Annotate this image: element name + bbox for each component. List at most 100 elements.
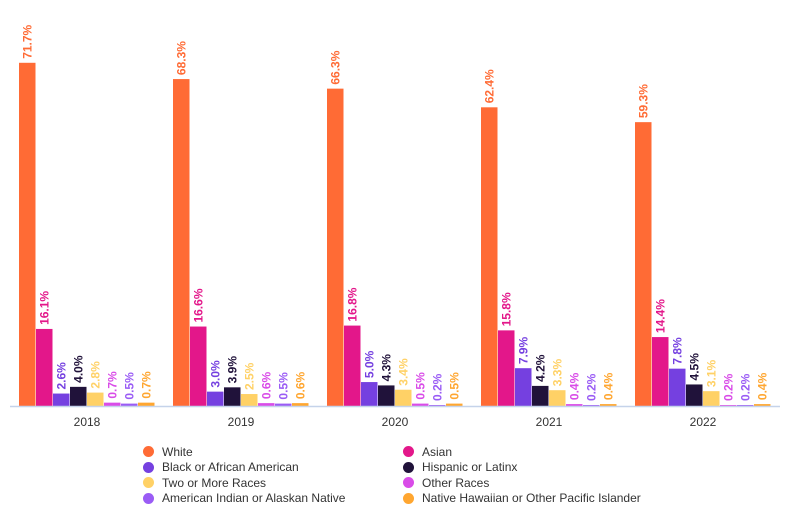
data-label: 2.5% — [243, 362, 257, 390]
bar — [190, 326, 207, 406]
data-label: 4.0% — [72, 355, 86, 383]
bar — [19, 62, 36, 407]
bar — [446, 403, 463, 406]
legend-label: Native Hawaiian or Other Pacific Islande… — [422, 491, 641, 506]
bar — [600, 404, 617, 406]
legend-dot-icon — [143, 477, 154, 489]
bar — [515, 368, 532, 406]
bar — [395, 389, 412, 406]
legend-item: Black or African American — [143, 460, 403, 476]
data-label: 3.3% — [551, 359, 565, 387]
legend-dot-icon — [143, 461, 154, 473]
x-tick-label: 2020 — [382, 415, 409, 429]
data-label: 2.8% — [89, 361, 103, 389]
legend-label: Black or African American — [162, 460, 299, 475]
legend-label: American Indian or Alaskan Native — [162, 491, 346, 506]
legend-item: Asian — [403, 444, 683, 460]
legend-item: American Indian or Alaskan Native — [143, 491, 403, 507]
data-label: 4.3% — [380, 354, 394, 382]
bar — [378, 385, 395, 406]
bar — [754, 404, 771, 406]
data-label: 5.0% — [363, 350, 377, 378]
bar — [566, 404, 583, 406]
bar — [344, 325, 361, 406]
data-label: 7.9% — [517, 337, 531, 365]
data-label: 4.2% — [534, 354, 548, 382]
bar — [549, 390, 566, 406]
bar — [224, 387, 241, 406]
data-label: 16.1% — [38, 291, 52, 325]
legend-dot-icon — [143, 492, 154, 504]
bar — [481, 107, 498, 406]
x-tick-label: 2019 — [228, 415, 255, 429]
bar — [207, 391, 224, 406]
bar — [53, 393, 70, 406]
data-label: 16.6% — [192, 288, 206, 322]
bar — [686, 384, 703, 406]
data-label: 62.4% — [483, 69, 497, 103]
legend-item: Two or More Races — [143, 475, 403, 491]
legend-label: Asian — [422, 444, 453, 459]
legend-item: Hispanic or Latinx — [403, 460, 683, 476]
bar — [429, 405, 446, 406]
bar — [652, 337, 669, 406]
data-label: 0.7% — [140, 371, 154, 399]
legend-item: White — [143, 444, 403, 460]
data-label: 3.4% — [397, 358, 411, 386]
data-label: 71.7% — [21, 24, 35, 58]
data-label: 3.0% — [209, 360, 223, 388]
data-label: 0.5% — [123, 372, 137, 400]
data-label: 3.9% — [226, 356, 240, 384]
bar — [498, 330, 515, 406]
bar — [635, 122, 652, 406]
bar — [87, 392, 104, 406]
legend: White Asian Black or African American Hispa… — [143, 444, 683, 506]
legend-label: Two or More Races — [162, 475, 267, 490]
legend-item: Native Hawaiian or Other Pacific Islande… — [403, 491, 683, 507]
bar — [275, 403, 292, 406]
bar — [292, 403, 309, 406]
data-label: 0.2% — [722, 373, 736, 401]
bar — [104, 402, 121, 406]
x-tick-label: 2021 — [536, 415, 563, 429]
data-label: 0.6% — [294, 371, 308, 399]
legend-dot-icon — [143, 446, 154, 458]
legend-label: Hispanic or Latinx — [422, 460, 518, 475]
data-label: 16.8% — [346, 287, 360, 321]
bar — [669, 368, 686, 406]
legend-label: Other Races — [422, 475, 490, 490]
bar — [583, 405, 600, 406]
data-label: 0.5% — [448, 372, 462, 400]
data-label: 2.6% — [55, 362, 69, 390]
data-label: 0.4% — [756, 372, 770, 400]
bar — [361, 382, 378, 406]
legend-dot-icon — [403, 477, 414, 489]
data-label: 0.5% — [277, 372, 291, 400]
data-label: 0.4% — [568, 372, 582, 400]
bar — [70, 386, 87, 406]
data-label: 0.2% — [739, 373, 753, 401]
bar — [36, 328, 53, 406]
bar — [258, 403, 275, 406]
data-label: 0.2% — [585, 373, 599, 401]
bar — [173, 79, 190, 406]
data-label: 59.3% — [637, 84, 651, 118]
data-label: 7.8% — [671, 337, 685, 365]
data-label: 4.5% — [688, 353, 702, 381]
data-label: 66.3% — [329, 50, 343, 84]
bar — [737, 405, 754, 406]
bar — [138, 402, 155, 406]
data-label: 0.6% — [260, 371, 274, 399]
x-tick-label: 2018 — [74, 415, 101, 429]
data-label: 68.3% — [175, 41, 189, 75]
bar — [412, 403, 429, 406]
bar — [327, 88, 344, 407]
bar — [121, 403, 138, 406]
legend-dot-icon — [403, 446, 414, 458]
bar — [532, 385, 549, 406]
data-label: 0.2% — [431, 373, 445, 401]
bar — [241, 394, 258, 406]
data-label: 0.5% — [414, 372, 428, 400]
data-label: 3.1% — [705, 359, 719, 387]
